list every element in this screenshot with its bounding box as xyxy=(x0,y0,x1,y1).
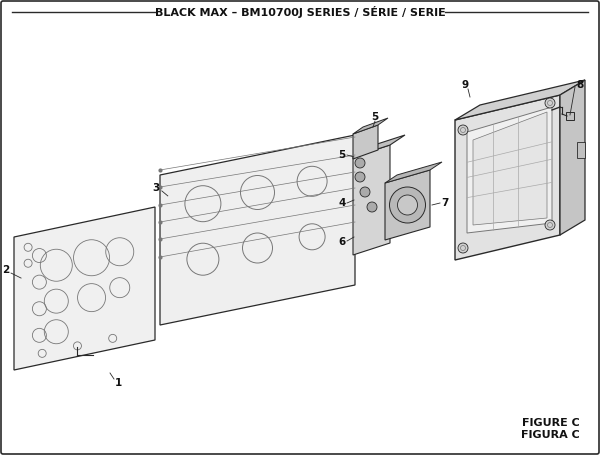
Text: FIGURE C: FIGURE C xyxy=(522,418,580,428)
Circle shape xyxy=(545,98,555,108)
Text: 1: 1 xyxy=(115,378,122,388)
Bar xyxy=(566,112,574,120)
Circle shape xyxy=(389,187,425,223)
Polygon shape xyxy=(353,125,378,159)
Polygon shape xyxy=(385,170,430,240)
Circle shape xyxy=(355,172,365,182)
Text: 6: 6 xyxy=(338,237,346,247)
Polygon shape xyxy=(455,95,560,260)
Text: 2: 2 xyxy=(2,265,10,275)
Polygon shape xyxy=(455,80,585,120)
Text: 4: 4 xyxy=(338,198,346,208)
Circle shape xyxy=(458,125,468,135)
Text: 9: 9 xyxy=(461,80,469,90)
Bar xyxy=(577,142,585,158)
Text: 5: 5 xyxy=(371,112,379,122)
Polygon shape xyxy=(353,135,405,157)
Circle shape xyxy=(398,195,418,215)
Circle shape xyxy=(545,220,555,230)
Polygon shape xyxy=(467,107,552,233)
Polygon shape xyxy=(560,80,585,235)
Text: 7: 7 xyxy=(442,198,449,208)
Circle shape xyxy=(355,158,365,168)
Circle shape xyxy=(458,243,468,253)
Polygon shape xyxy=(353,145,390,255)
Text: 8: 8 xyxy=(577,80,584,90)
Polygon shape xyxy=(473,112,547,225)
Polygon shape xyxy=(14,207,155,370)
Text: FIGURA C: FIGURA C xyxy=(521,430,580,440)
Text: 3: 3 xyxy=(152,183,160,193)
Circle shape xyxy=(360,187,370,197)
Polygon shape xyxy=(385,162,442,183)
Circle shape xyxy=(367,202,377,212)
Text: BLACK MAX – BM10700J SERIES / SÉRIE / SERIE: BLACK MAX – BM10700J SERIES / SÉRIE / SE… xyxy=(155,6,445,18)
Polygon shape xyxy=(160,135,355,325)
Polygon shape xyxy=(353,118,388,134)
Text: 5: 5 xyxy=(338,150,346,160)
